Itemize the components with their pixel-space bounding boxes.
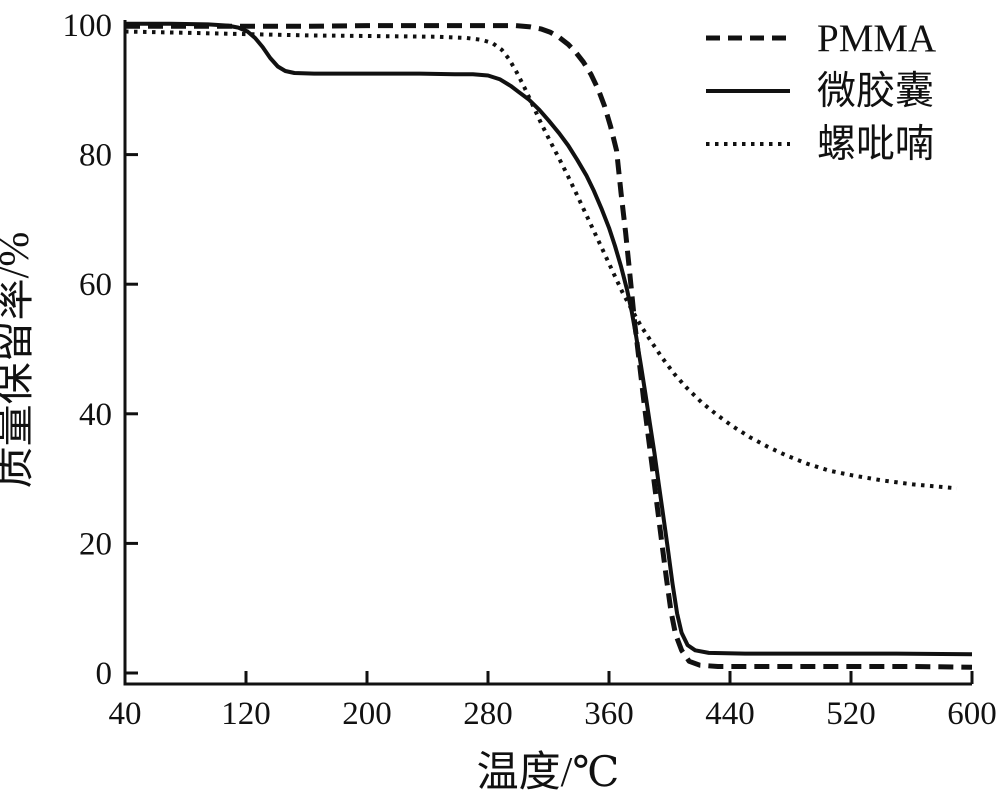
solid-line-icon bbox=[706, 89, 790, 93]
x-tick-label: 280 bbox=[463, 696, 513, 732]
x-tick-label: 440 bbox=[705, 696, 755, 732]
x-tick-label: 600 bbox=[947, 696, 997, 732]
legend-label-microcapsule: 微胶囊 bbox=[817, 69, 935, 113]
x-ticks bbox=[244, 671, 974, 684]
y-ticks bbox=[125, 23, 138, 675]
dotted-line-icon bbox=[706, 142, 790, 146]
y-tick-label: 20 bbox=[79, 526, 112, 562]
y-tick-label: 100 bbox=[63, 8, 113, 44]
y-tick-label: 60 bbox=[79, 267, 112, 303]
y-tick-labels: 0 20 40 60 80 100 bbox=[63, 8, 113, 692]
x-tick-label: 520 bbox=[826, 696, 876, 732]
legend-item-pmma: PMMA bbox=[706, 16, 936, 60]
y-axis-title: 质量保留率/% bbox=[0, 232, 38, 489]
legend-label-spiropyran: 螺吡喃 bbox=[817, 122, 935, 166]
x-tick-label: 200 bbox=[342, 696, 392, 732]
legend-label-pmma: PMMA bbox=[817, 16, 937, 60]
x-axis-title: 温度/℃ bbox=[477, 750, 620, 796]
y-tick-label: 40 bbox=[79, 397, 112, 433]
legend: PMMA 微胶囊 螺吡喃 bbox=[706, 16, 936, 166]
series-lines bbox=[124, 21, 973, 670]
legend-item-microcapsule: 微胶囊 bbox=[706, 69, 936, 113]
series-line-1-solid bbox=[125, 21, 973, 657]
series-line-0-dashed bbox=[125, 23, 973, 670]
legend-item-spiropyran: 螺吡喃 bbox=[706, 122, 936, 166]
x-tick-label: 40 bbox=[109, 696, 142, 732]
x-tick-labels: 40 120 200 280 360 440 520 600 bbox=[109, 696, 997, 732]
dashed-line-icon bbox=[706, 35, 790, 41]
y-tick-label: 0 bbox=[96, 656, 113, 692]
y-tick-label: 80 bbox=[79, 138, 112, 174]
x-tick-label: 120 bbox=[221, 696, 271, 732]
x-tick-label: 360 bbox=[584, 696, 634, 732]
axis-frame bbox=[123, 20, 972, 686]
